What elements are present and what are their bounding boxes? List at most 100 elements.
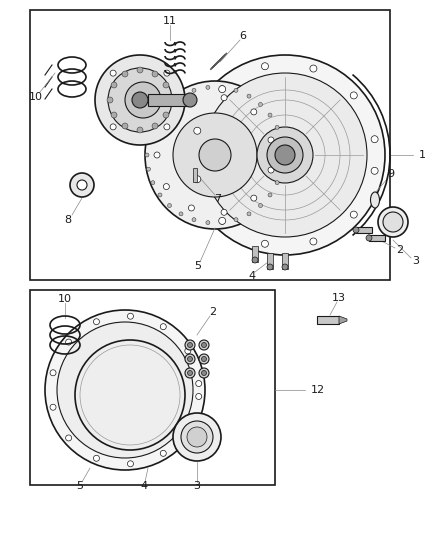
Text: 6: 6 <box>240 31 247 41</box>
Text: 11: 11 <box>163 16 177 26</box>
Circle shape <box>194 127 201 134</box>
Text: 3: 3 <box>194 481 201 491</box>
Circle shape <box>173 413 221 461</box>
Circle shape <box>206 85 210 90</box>
Text: 10: 10 <box>29 92 43 102</box>
Circle shape <box>353 227 359 233</box>
Bar <box>282 253 288 269</box>
Circle shape <box>268 193 272 197</box>
Circle shape <box>371 167 378 174</box>
Circle shape <box>163 183 170 190</box>
Circle shape <box>257 127 313 183</box>
Circle shape <box>201 357 206 361</box>
Circle shape <box>107 97 113 103</box>
Circle shape <box>201 370 206 376</box>
Text: 2: 2 <box>209 307 216 317</box>
Circle shape <box>188 205 194 211</box>
Bar <box>317 316 339 324</box>
Circle shape <box>70 173 94 197</box>
Circle shape <box>275 145 295 165</box>
Circle shape <box>125 82 161 118</box>
Text: 8: 8 <box>64 215 71 225</box>
Circle shape <box>185 340 195 350</box>
Circle shape <box>366 235 372 241</box>
Circle shape <box>154 152 160 158</box>
Circle shape <box>350 92 357 99</box>
Circle shape <box>160 450 166 456</box>
Circle shape <box>196 393 202 399</box>
Circle shape <box>275 181 279 184</box>
Text: 2: 2 <box>396 245 403 255</box>
Text: 1: 1 <box>418 150 425 160</box>
Bar <box>148 94 188 106</box>
Circle shape <box>164 70 170 76</box>
Circle shape <box>275 125 279 130</box>
Circle shape <box>167 97 173 103</box>
Circle shape <box>187 343 192 348</box>
Text: 4: 4 <box>248 271 255 281</box>
Circle shape <box>234 217 238 222</box>
Text: 4: 4 <box>141 481 148 491</box>
Text: 7: 7 <box>215 194 222 204</box>
Circle shape <box>163 112 169 118</box>
Circle shape <box>181 421 213 453</box>
Circle shape <box>350 211 357 218</box>
Bar <box>369 235 385 241</box>
Bar <box>30 10 390 280</box>
Circle shape <box>111 112 117 118</box>
Circle shape <box>77 180 87 190</box>
Circle shape <box>378 207 408 237</box>
Circle shape <box>192 217 196 222</box>
Circle shape <box>261 240 268 247</box>
Circle shape <box>371 136 378 143</box>
Circle shape <box>282 264 288 270</box>
Circle shape <box>268 137 274 143</box>
Circle shape <box>122 123 128 129</box>
Circle shape <box>251 195 257 201</box>
Circle shape <box>188 99 194 105</box>
Ellipse shape <box>371 192 379 208</box>
Circle shape <box>196 381 202 386</box>
Circle shape <box>45 310 205 470</box>
Circle shape <box>268 167 274 173</box>
Circle shape <box>199 354 209 364</box>
Circle shape <box>267 137 303 173</box>
Circle shape <box>219 217 226 224</box>
Circle shape <box>158 193 162 197</box>
Circle shape <box>187 370 192 376</box>
Circle shape <box>199 139 231 171</box>
Circle shape <box>185 426 191 432</box>
Circle shape <box>137 67 143 73</box>
Circle shape <box>203 73 367 237</box>
Circle shape <box>110 70 116 76</box>
Circle shape <box>122 71 128 77</box>
Circle shape <box>146 139 151 143</box>
Circle shape <box>152 71 158 77</box>
Circle shape <box>185 368 195 378</box>
Circle shape <box>268 113 272 117</box>
Circle shape <box>221 95 227 101</box>
Circle shape <box>145 153 149 157</box>
Circle shape <box>281 153 285 157</box>
Circle shape <box>93 455 99 461</box>
Circle shape <box>185 354 195 364</box>
Circle shape <box>220 221 224 224</box>
Circle shape <box>185 55 385 255</box>
Circle shape <box>167 204 172 207</box>
Circle shape <box>57 322 193 458</box>
Circle shape <box>199 340 209 350</box>
Circle shape <box>187 357 192 361</box>
Circle shape <box>167 102 172 107</box>
Circle shape <box>194 176 201 183</box>
Circle shape <box>219 86 226 93</box>
Circle shape <box>199 368 209 378</box>
Circle shape <box>93 319 99 325</box>
Polygon shape <box>339 316 347 324</box>
Bar <box>356 227 372 233</box>
Circle shape <box>163 82 169 88</box>
Circle shape <box>66 339 72 345</box>
Circle shape <box>279 167 283 171</box>
Circle shape <box>267 264 273 270</box>
Text: 12: 12 <box>311 385 325 395</box>
Circle shape <box>110 124 116 130</box>
